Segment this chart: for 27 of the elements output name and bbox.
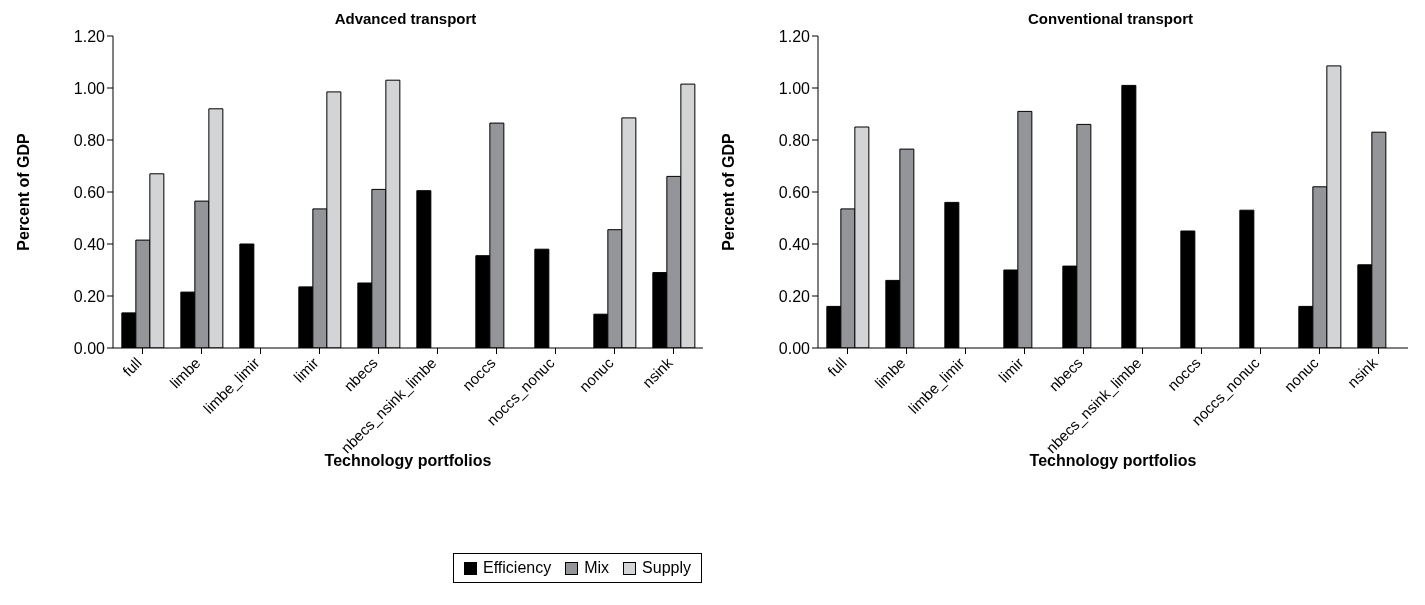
x-tick-label: full <box>824 354 850 380</box>
y-tick-label: 1.00 <box>778 79 811 97</box>
y-tick-label: 0.20 <box>778 287 811 305</box>
x-tick-label: full <box>119 354 145 380</box>
x-axis-title: Technology portfolios <box>1029 452 1197 469</box>
y-axis-title: Percent of GDP <box>14 132 32 251</box>
x-axis-title: Technology portfolios <box>324 452 492 469</box>
y-tick-label: 0.40 <box>73 235 106 253</box>
y-tick-label: 0.00 <box>73 339 106 357</box>
y-tick-label: 0.80 <box>778 131 811 149</box>
legend-label: Mix <box>584 559 610 577</box>
y-axis-title: Percent of GDP <box>719 132 737 251</box>
y-tick-label: 1.20 <box>73 27 106 45</box>
y-tick-label: 0.80 <box>73 131 106 149</box>
x-tick-label: limir <box>995 354 1027 386</box>
legend-label: Efficiency <box>483 559 552 577</box>
y-tick-label: 0.20 <box>73 287 106 305</box>
y-tick-label: 1.20 <box>778 27 811 45</box>
y-tick-label: 0.60 <box>778 183 811 201</box>
legend-label: Supply <box>642 559 691 577</box>
y-tick-label: 1.00 <box>73 79 106 97</box>
y-tick-label: 0.00 <box>778 339 811 357</box>
chart-title: Conventional transport <box>1027 10 1194 27</box>
y-tick-label: 0.40 <box>778 235 811 253</box>
y-tick-label: 0.60 <box>73 183 106 201</box>
x-tick-label: limir <box>290 354 322 386</box>
chart-title: Advanced transport <box>333 10 478 27</box>
